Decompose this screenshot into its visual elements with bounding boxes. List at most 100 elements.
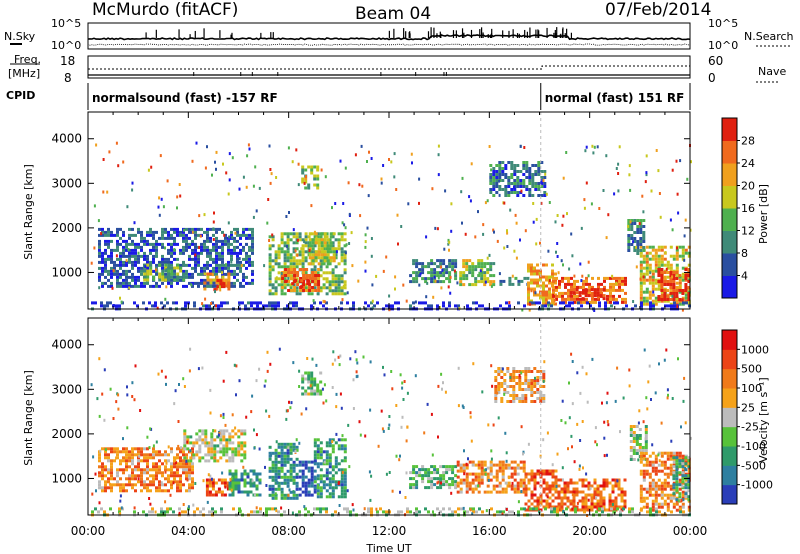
range-cell bbox=[179, 269, 183, 273]
range-cell bbox=[678, 454, 682, 458]
range-cell bbox=[534, 170, 538, 173]
range-cell bbox=[663, 502, 667, 506]
range-cell bbox=[495, 164, 499, 167]
range-cell bbox=[119, 459, 122, 463]
range-cell bbox=[494, 379, 498, 382]
range-cell bbox=[484, 201, 487, 205]
range-cell bbox=[329, 256, 333, 260]
range-cell bbox=[675, 299, 679, 303]
range-cell bbox=[104, 489, 107, 493]
range-cell bbox=[176, 471, 179, 475]
range-cell bbox=[675, 277, 679, 280]
range-cell bbox=[475, 301, 478, 305]
range-cell bbox=[306, 279, 310, 283]
range-cell bbox=[225, 429, 229, 433]
range-cell bbox=[319, 289, 323, 293]
range-cell bbox=[527, 382, 531, 385]
range-cell bbox=[317, 262, 321, 266]
range-cell bbox=[456, 281, 459, 285]
range-cell bbox=[677, 499, 680, 503]
range-cell bbox=[581, 496, 585, 500]
range-cell bbox=[517, 282, 521, 286]
range-cell bbox=[194, 248, 197, 252]
range-cell bbox=[319, 268, 323, 272]
range-cell bbox=[268, 259, 272, 263]
range-cell bbox=[313, 183, 317, 187]
range-cell bbox=[161, 263, 164, 267]
range-cell bbox=[655, 149, 658, 152]
range-cell bbox=[536, 269, 539, 273]
range-cell bbox=[678, 245, 682, 249]
range-cell bbox=[684, 289, 688, 292]
range-cell bbox=[512, 376, 516, 379]
range-cell bbox=[524, 229, 527, 233]
range-cell bbox=[152, 480, 155, 484]
range-cell bbox=[246, 472, 250, 476]
range-cell bbox=[477, 262, 481, 266]
range-cell bbox=[343, 480, 347, 484]
range-cell bbox=[119, 284, 122, 288]
range-cell bbox=[312, 299, 315, 303]
range-cell bbox=[448, 262, 452, 266]
range-cell bbox=[240, 475, 244, 479]
range-cell bbox=[649, 271, 652, 275]
range-cell bbox=[573, 294, 576, 298]
range-cell bbox=[277, 475, 281, 479]
range-cell bbox=[551, 296, 554, 300]
range-cell bbox=[684, 456, 688, 460]
range-cell bbox=[415, 280, 419, 284]
range-cell bbox=[497, 388, 501, 391]
range-cell bbox=[343, 456, 347, 460]
range-cell bbox=[419, 272, 422, 276]
range-cell bbox=[542, 281, 545, 285]
range-cell bbox=[500, 367, 504, 370]
range-cell bbox=[518, 382, 522, 385]
range-cell bbox=[331, 447, 335, 451]
range-cell bbox=[143, 269, 146, 273]
range-cell bbox=[255, 209, 258, 213]
range-cell bbox=[430, 259, 434, 263]
range-cell bbox=[212, 266, 215, 270]
range-cell bbox=[331, 474, 335, 478]
range-cell bbox=[627, 243, 631, 246]
range-cell bbox=[283, 265, 287, 269]
range-cell bbox=[167, 269, 171, 273]
range-cell bbox=[274, 478, 278, 482]
range-cell bbox=[332, 232, 336, 236]
range-cell bbox=[239, 269, 242, 273]
range-cell bbox=[256, 510, 259, 514]
range-cell bbox=[648, 481, 652, 485]
range-cell bbox=[101, 269, 104, 273]
range-cell bbox=[206, 272, 210, 276]
range-cell bbox=[666, 280, 670, 283]
range-cell bbox=[589, 304, 592, 308]
range-cell bbox=[640, 301, 643, 305]
range-cell bbox=[231, 487, 235, 491]
range-cell bbox=[629, 428, 633, 431]
range-cell bbox=[678, 290, 682, 294]
range-cell bbox=[149, 483, 152, 487]
range-cell bbox=[508, 304, 511, 308]
range-cell bbox=[529, 302, 532, 306]
range-cell bbox=[283, 277, 287, 281]
range-cell bbox=[289, 472, 293, 476]
range-cell bbox=[457, 304, 460, 308]
range-cell bbox=[618, 279, 621, 283]
range-cell bbox=[152, 450, 155, 454]
range-cell bbox=[259, 301, 262, 305]
range-cell bbox=[681, 298, 684, 302]
range-cell bbox=[573, 282, 576, 286]
range-cell bbox=[161, 471, 164, 475]
range-cell bbox=[285, 215, 288, 218]
range-cell bbox=[499, 304, 502, 308]
range-cell bbox=[325, 510, 328, 514]
range-cell bbox=[424, 468, 428, 472]
range-cell bbox=[192, 441, 196, 445]
range-cell bbox=[289, 253, 293, 257]
range-cell bbox=[298, 238, 302, 242]
range-cell bbox=[212, 220, 215, 224]
range-cell bbox=[98, 266, 101, 270]
range-cell bbox=[325, 232, 329, 236]
range-cell bbox=[440, 286, 443, 290]
range-cell bbox=[539, 400, 543, 403]
